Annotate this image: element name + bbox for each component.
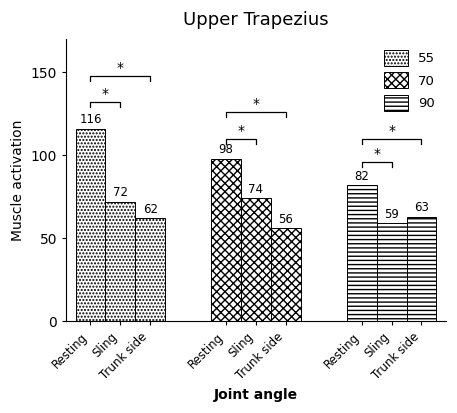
Bar — [347, 185, 377, 321]
Bar — [211, 159, 241, 321]
Text: *: * — [238, 124, 244, 138]
Bar — [407, 217, 436, 321]
Y-axis label: Muscle activation: Muscle activation — [11, 119, 25, 241]
Title: Upper Trapezius: Upper Trapezius — [183, 11, 329, 29]
Text: 98: 98 — [219, 143, 234, 156]
Bar — [75, 129, 106, 321]
Text: *: * — [373, 147, 380, 161]
X-axis label: Joint angle: Joint angle — [214, 388, 298, 402]
Text: *: * — [117, 61, 124, 75]
Text: 56: 56 — [278, 213, 293, 226]
Text: 82: 82 — [354, 170, 369, 183]
Text: *: * — [388, 124, 395, 138]
Bar — [377, 223, 407, 321]
Text: *: * — [252, 97, 260, 111]
Text: 74: 74 — [249, 183, 264, 196]
Text: 62: 62 — [143, 203, 158, 216]
Text: 72: 72 — [113, 186, 128, 199]
Bar — [241, 199, 271, 321]
Bar — [271, 228, 301, 321]
Text: *: * — [102, 87, 109, 101]
Text: 116: 116 — [79, 113, 102, 126]
Legend: 55, 70, 90: 55, 70, 90 — [380, 45, 439, 115]
Bar — [135, 218, 165, 321]
Text: 59: 59 — [384, 208, 399, 221]
Bar — [106, 202, 135, 321]
Text: 63: 63 — [414, 201, 429, 214]
